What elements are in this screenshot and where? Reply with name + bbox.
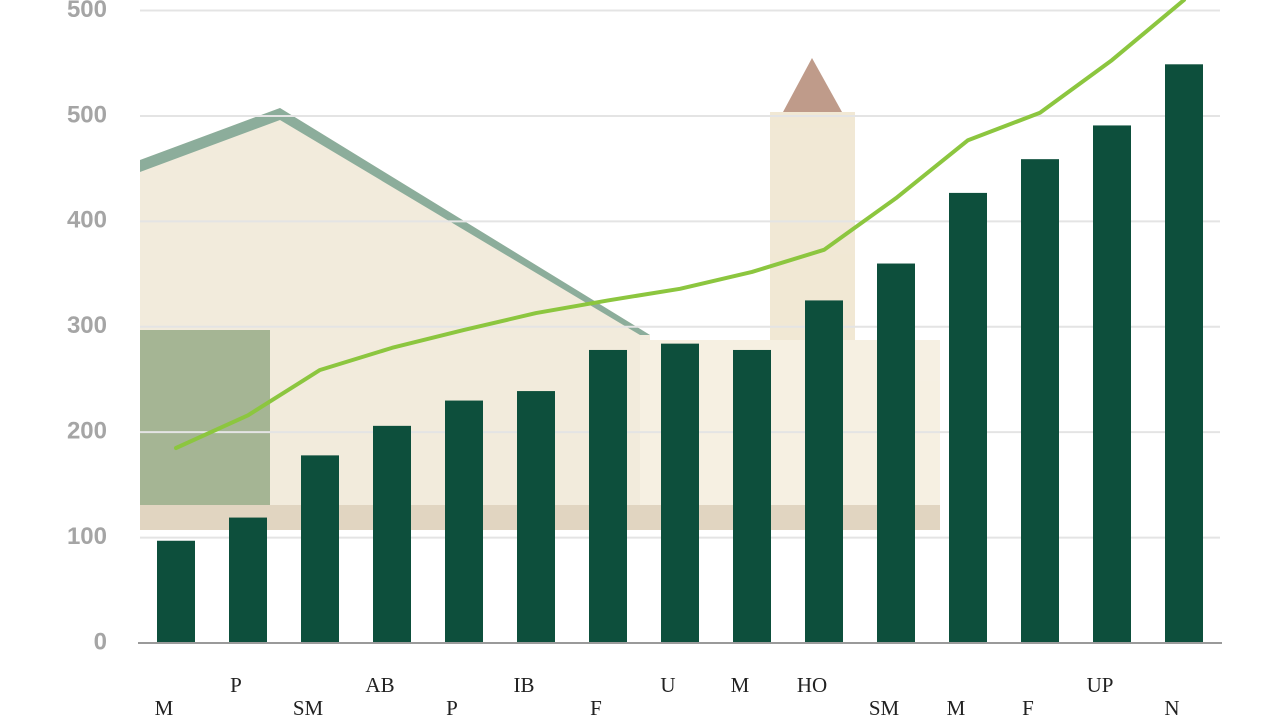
x-tick-label: P <box>446 696 458 720</box>
y-tick-label: 100 <box>67 523 107 550</box>
bar <box>589 349 627 643</box>
x-tick-label: M <box>947 696 966 720</box>
bar <box>157 540 195 643</box>
x-tick-label: F <box>590 696 602 720</box>
x-tick-label: M <box>155 696 174 720</box>
bar <box>805 300 843 643</box>
bar <box>661 343 699 643</box>
bar <box>445 400 483 643</box>
y-tick-label: 500 <box>67 0 107 23</box>
x-tick-label: U <box>660 673 675 697</box>
tower-roof <box>783 58 842 112</box>
y-tick-label: 200 <box>67 418 107 445</box>
x-tick-label: SM <box>869 696 900 720</box>
y-tick-label: 400 <box>67 207 107 234</box>
y-tick-label: 500 <box>67 101 107 128</box>
labels: 0 100 200 300 400 500 500 M P SM AB P IB F U M HO SM M F UP N <box>67 0 1180 720</box>
x-tick-label: IB <box>514 673 535 697</box>
bar <box>733 349 771 643</box>
bar <box>1093 125 1131 643</box>
bar <box>949 192 987 643</box>
trees <box>140 330 270 520</box>
x-tick-label: SM <box>293 696 324 720</box>
bar <box>517 391 555 643</box>
x-tick-label: P <box>230 673 242 697</box>
x-tick-label: HO <box>797 673 827 697</box>
x-tick-label: M <box>731 673 750 697</box>
x-tick-label: F <box>1022 696 1034 720</box>
marks <box>157 0 1203 643</box>
bar <box>877 263 915 643</box>
bar <box>301 455 339 643</box>
bar <box>1165 64 1203 643</box>
bar <box>229 517 267 643</box>
line <box>174 0 1186 450</box>
x-tick-label: AB <box>365 673 394 697</box>
bar <box>373 425 411 643</box>
x-tick-label: UP <box>1087 673 1114 697</box>
y-tick-label: 0 <box>94 628 107 655</box>
bar <box>1021 159 1059 643</box>
x-tick-label: N <box>1164 696 1179 720</box>
y-tick-label: 300 <box>67 312 107 339</box>
